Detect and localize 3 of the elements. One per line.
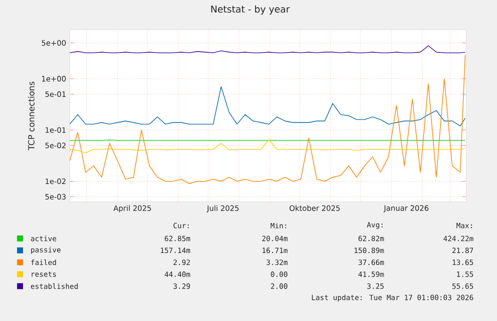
y-axis-title: TCP connections: [28, 82, 34, 150]
line-series: [70, 54, 466, 184]
chart-title: Netstat - by year: [211, 5, 290, 15]
